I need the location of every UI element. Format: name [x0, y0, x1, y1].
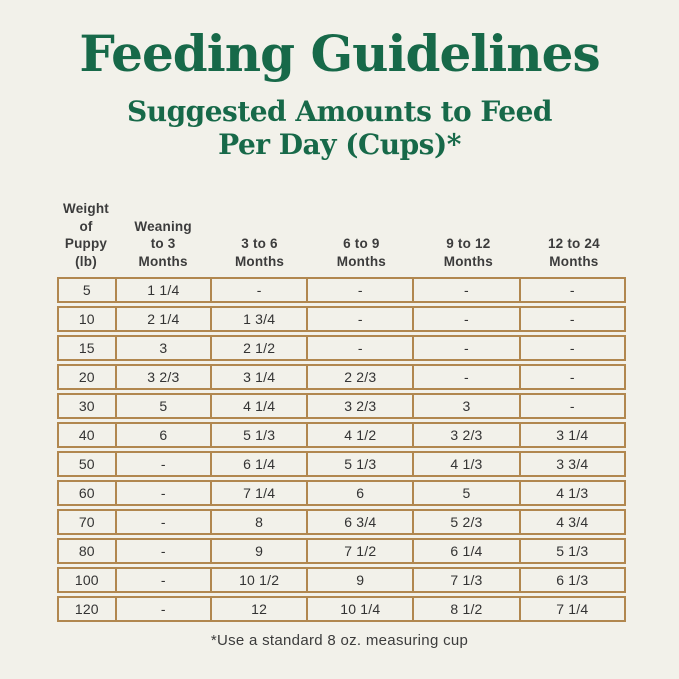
table-cell: 9	[308, 569, 415, 592]
column-header: 3 to 6 Months	[234, 236, 285, 269]
table-cell: 5 1/3	[308, 453, 415, 476]
table-cell: 8	[212, 511, 309, 534]
table-cell: -	[569, 369, 575, 386]
table-cell: 120	[59, 598, 117, 621]
table-cell: -	[569, 282, 575, 299]
table-cell: 4 1/3	[556, 485, 589, 502]
table-cell: -	[414, 308, 521, 331]
table-row: 15 3 2 1/2- - -	[57, 335, 626, 362]
table-cell: 3	[414, 395, 521, 418]
table-cell: 2 1/2	[212, 337, 309, 360]
table-row: 60-7 1/4 6 5 4 1/3	[57, 480, 626, 507]
table-cell: 9	[212, 540, 309, 563]
table-cell: -	[212, 279, 309, 302]
table-cell: -	[414, 279, 521, 302]
table-cell: 3 2/3	[308, 395, 415, 418]
feeding-table: Weight of Puppy (lb) Weaning to 3 Months 3 to …	[57, 200, 626, 625]
table-cell: 7 1/4	[556, 601, 589, 618]
table-cell: -	[117, 453, 213, 476]
table-cell: 4 1/4	[212, 395, 309, 418]
table-cell: -	[117, 511, 213, 534]
table-cell: -	[569, 311, 575, 328]
table-cell: 20	[59, 366, 117, 389]
column-header: Weaning to 3 Months	[134, 218, 192, 269]
table-cell: 7 1/2	[308, 540, 415, 563]
table-cell: -	[569, 340, 575, 357]
table-cell: 4 1/2	[308, 424, 415, 447]
subtitle-line-1: Suggested Amounts to Feed	[127, 95, 553, 128]
table-row: 30 5 4 1/4 3 2/3 3 -	[57, 393, 626, 420]
table-cell: 70	[59, 511, 117, 534]
footnote: *Use a standard 8 oz. measuring cup	[210, 632, 469, 649]
table-cell: 2 1/4	[117, 308, 213, 331]
table-cell: -	[117, 482, 213, 505]
table-cell: 30	[59, 395, 117, 418]
table-cell: 6	[117, 424, 213, 447]
table-cell: -	[117, 569, 213, 592]
table-cell: 5	[59, 279, 117, 302]
column-header: 12 to 24 Months	[547, 236, 600, 269]
table-cell: 60	[59, 482, 117, 505]
table-cell: -	[117, 540, 213, 563]
table-cell: 3 2/3	[414, 424, 521, 447]
table-cell: 50	[59, 453, 117, 476]
table-row: 120-12 10 1/4 8 1/2 7 1/4	[57, 596, 626, 623]
table-header-row: Weight of Puppy (lb) Weaning to 3 Months 3 to …	[57, 200, 626, 270]
table-row: 50-6 1/4 5 1/3 4 1/3 3 3/4	[57, 451, 626, 478]
table-cell: -	[414, 366, 521, 389]
table-cell: 1 1/4	[117, 279, 213, 302]
table-cell: 4 3/4	[556, 514, 589, 531]
table-cell: 12	[212, 598, 309, 621]
table-cell: 6 1/3	[556, 572, 589, 589]
column-header: 9 to 12 Months	[443, 236, 493, 269]
table-cell: 6 3/4	[308, 511, 415, 534]
table-cell: 5 2/3	[414, 511, 521, 534]
table-cell: 5	[414, 482, 521, 505]
table-cell: 100	[59, 569, 117, 592]
table-cell: 5 1/3	[556, 543, 589, 560]
column-header: 6 to 9 Months	[336, 236, 386, 269]
table-cell: 3 2/3	[117, 366, 213, 389]
table-cell: 8 1/2	[414, 598, 521, 621]
table-cell: -	[414, 337, 521, 360]
column-header: Weight of Puppy (lb)	[63, 201, 109, 269]
table-cell: 80	[59, 540, 117, 563]
table-cell: -	[569, 398, 575, 415]
subtitle-line-2: Per Day (Cups)*	[218, 128, 461, 162]
table-row: 20 3 2/3 3 1/4 2 2/3- -	[57, 364, 626, 391]
table-cell: 3 3/4	[556, 456, 589, 473]
table-row: 100-10 1/2 9 7 1/3 6 1/3	[57, 567, 626, 594]
table-cell: -	[117, 598, 213, 621]
table-cell: 5 1/3	[212, 424, 309, 447]
table-cell: 10 1/4	[308, 598, 415, 621]
table-cell: 3 1/4	[212, 366, 309, 389]
table-row: 10 2 1/4 1 3/4- - -	[57, 306, 626, 333]
table-cell: 10 1/2	[212, 569, 309, 592]
table-cell: 1 3/4	[212, 308, 309, 331]
page-subtitle: Suggested Amounts to Feed Per Day (Cups)…	[0, 95, 679, 161]
table-cell: 2 2/3	[308, 366, 415, 389]
table-row: 80-9 7 1/2 6 1/4 5 1/3	[57, 538, 626, 565]
table-cell: -	[308, 308, 415, 331]
table-cell: 15	[59, 337, 117, 360]
page-title: Feeding Guidelines	[79, 24, 600, 83]
table-cell: 40	[59, 424, 117, 447]
table-cell: 4 1/3	[414, 453, 521, 476]
table-cell: 3	[117, 337, 213, 360]
table-row: 70-8 6 3/4 5 2/3 4 3/4	[57, 509, 626, 536]
table-cell: 3 1/4	[556, 427, 589, 444]
table-cell: 7 1/3	[414, 569, 521, 592]
table-cell: -	[308, 337, 415, 360]
table-cell: 7 1/4	[212, 482, 309, 505]
table-cell: -	[308, 279, 415, 302]
table-cell: 5	[117, 395, 213, 418]
table-cell: 10	[59, 308, 117, 331]
table-cell: 6	[308, 482, 415, 505]
table-cell: 6 1/4	[212, 453, 309, 476]
table-row: 40 6 5 1/3 4 1/2 3 2/3 3 1/4	[57, 422, 626, 449]
table-cell: 6 1/4	[414, 540, 521, 563]
